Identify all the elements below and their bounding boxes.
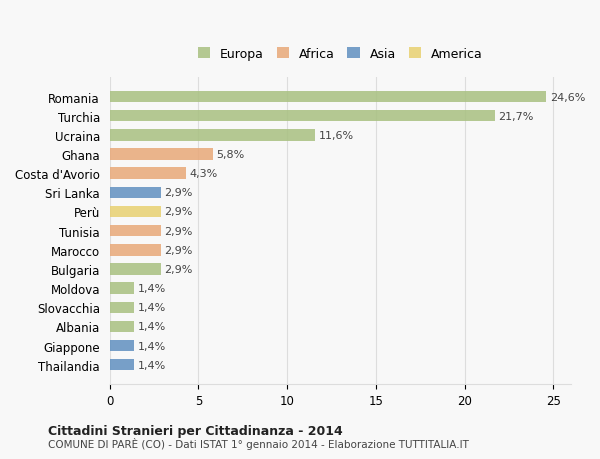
Text: 1,4%: 1,4% xyxy=(138,322,166,332)
Text: 1,4%: 1,4% xyxy=(138,360,166,370)
Bar xyxy=(110,111,495,122)
Text: 4,3%: 4,3% xyxy=(190,169,218,179)
Bar xyxy=(110,263,161,275)
Bar xyxy=(110,321,134,332)
Text: 24,6%: 24,6% xyxy=(550,92,585,102)
Bar xyxy=(110,359,134,371)
Bar xyxy=(110,283,134,294)
Text: 2,9%: 2,9% xyxy=(164,188,193,198)
Bar xyxy=(110,92,546,103)
Bar xyxy=(110,225,161,237)
Bar xyxy=(110,206,161,218)
Bar xyxy=(110,245,161,256)
Text: 1,4%: 1,4% xyxy=(138,341,166,351)
Text: 1,4%: 1,4% xyxy=(138,302,166,313)
Text: 5,8%: 5,8% xyxy=(216,150,244,160)
Text: Cittadini Stranieri per Cittadinanza - 2014: Cittadini Stranieri per Cittadinanza - 2… xyxy=(48,424,343,437)
Bar xyxy=(110,187,161,199)
Text: 21,7%: 21,7% xyxy=(499,112,533,122)
Text: 11,6%: 11,6% xyxy=(319,130,354,140)
Text: 2,9%: 2,9% xyxy=(164,207,193,217)
Text: 1,4%: 1,4% xyxy=(138,284,166,293)
Text: 2,9%: 2,9% xyxy=(164,264,193,274)
Bar xyxy=(110,149,212,160)
Bar xyxy=(110,340,134,352)
Text: 2,9%: 2,9% xyxy=(164,226,193,236)
Text: 2,9%: 2,9% xyxy=(164,245,193,255)
Legend: Europa, Africa, Asia, America: Europa, Africa, Asia, America xyxy=(194,44,487,64)
Text: COMUNE DI PARÈ (CO) - Dati ISTAT 1° gennaio 2014 - Elaborazione TUTTITALIA.IT: COMUNE DI PARÈ (CO) - Dati ISTAT 1° genn… xyxy=(48,437,469,449)
Bar xyxy=(110,168,186,179)
Bar xyxy=(110,130,316,141)
Bar xyxy=(110,302,134,313)
